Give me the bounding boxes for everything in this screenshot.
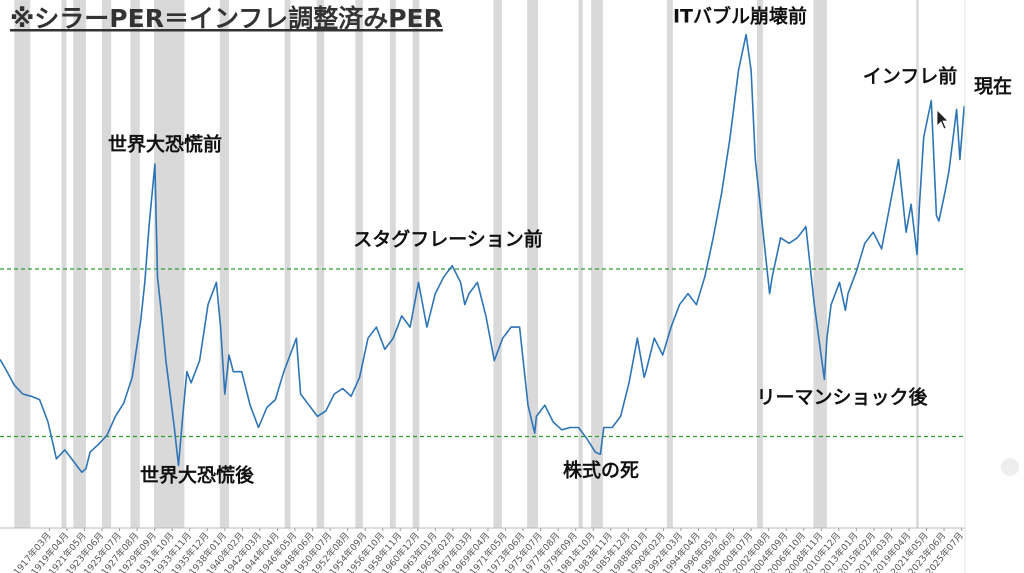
- recession-band: [316, 0, 325, 528]
- cursor: [936, 109, 949, 130]
- recession-band: [154, 0, 185, 528]
- recession-band: [130, 0, 140, 528]
- annotation: スタグフレーション前: [353, 228, 543, 251]
- slider-knob[interactable]: [1001, 458, 1019, 476]
- recession-band: [813, 0, 827, 528]
- recession-band: [666, 0, 673, 528]
- annotation: ITバブル崩壊前: [673, 5, 807, 28]
- recession-band: [757, 0, 763, 528]
- recession-band: [284, 0, 291, 528]
- recession-band: [14, 0, 31, 528]
- annotation: リーマンショック後: [756, 386, 928, 409]
- recession-band: [527, 0, 539, 528]
- recession-band: [412, 0, 420, 528]
- plot: [0, 33, 965, 473]
- data-line: [0, 33, 965, 473]
- recession-band: [61, 0, 67, 528]
- annotation: インフレ前: [863, 65, 957, 88]
- recession-band: [219, 0, 230, 528]
- annotation: 世界大恐慌後: [140, 464, 255, 487]
- annotation: 現在: [974, 75, 1012, 98]
- recession-band: [591, 0, 603, 528]
- recession-band: [101, 0, 112, 528]
- annotation: 世界大恐慌前: [108, 133, 222, 156]
- recession-band: [916, 0, 919, 528]
- recession-band: [73, 0, 86, 528]
- chart-title: ※シラーPER＝インフレ調整済みPER: [10, 4, 443, 33]
- recession-bands: [14, 0, 919, 528]
- recession-band: [355, 0, 363, 528]
- recession-band: [578, 0, 583, 528]
- recession-band: [493, 0, 502, 528]
- recession-band: [389, 0, 396, 528]
- annotation: 株式の死: [563, 459, 639, 482]
